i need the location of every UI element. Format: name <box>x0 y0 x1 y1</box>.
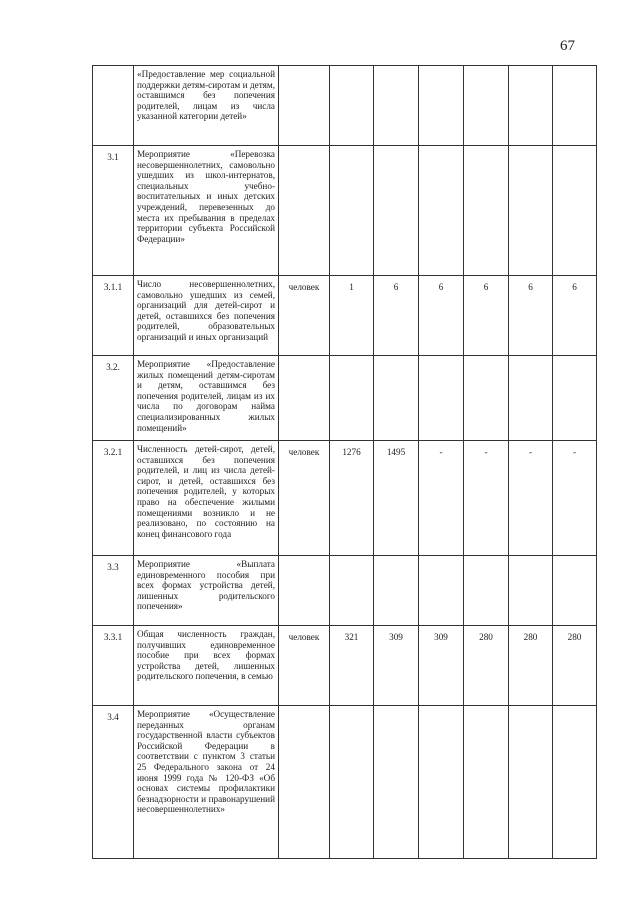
row-value <box>463 65 509 146</box>
row-value <box>552 705 597 859</box>
row-value <box>418 145 464 276</box>
row-description: «Предоставление мер социальной поддержки… <box>133 65 279 146</box>
row-number: 3.3 <box>92 555 134 626</box>
indicators-table: «Предоставление мер социальной поддержки… <box>92 65 597 859</box>
row-value <box>329 145 374 276</box>
row-value <box>463 555 509 626</box>
row-value <box>552 555 597 626</box>
row-value: - <box>463 440 509 556</box>
row-unit <box>278 65 330 146</box>
row-value: 1276 <box>329 440 374 556</box>
row-value <box>373 355 419 441</box>
row-value: 321 <box>329 625 374 706</box>
table-row: 3.2.1 Численность детей-сирот, детей, ост… <box>92 440 597 556</box>
row-value <box>329 555 374 626</box>
row-value <box>418 65 464 146</box>
table-row: 3.1.1 Число несовершеннолетних, самовольн… <box>92 275 597 356</box>
row-description: Число несовершеннолетних, самовольно уше… <box>133 275 279 356</box>
row-value: 309 <box>373 625 419 706</box>
row-value: 6 <box>552 275 597 356</box>
row-unit <box>278 705 330 859</box>
row-number: 3.2.1 <box>92 440 134 556</box>
row-value: 6 <box>373 275 419 356</box>
row-value <box>552 355 597 441</box>
row-value: 280 <box>508 625 553 706</box>
row-value: 1495 <box>373 440 419 556</box>
row-value: 6 <box>463 275 509 356</box>
row-value <box>373 145 419 276</box>
row-value <box>373 555 419 626</box>
row-value <box>329 355 374 441</box>
row-unit: человек <box>278 625 330 706</box>
row-unit <box>278 355 330 441</box>
table-row: «Предоставление мер социальной поддержки… <box>92 65 597 146</box>
row-value: 6 <box>508 275 553 356</box>
row-value <box>508 355 553 441</box>
table-row: 3.3 Мероприятие «Выплата единовременного … <box>92 555 597 626</box>
row-value <box>373 65 419 146</box>
row-description: Численность детей-сирот, детей, оставших… <box>133 440 279 556</box>
row-description: Мероприятие «Выплата единовременного пос… <box>133 555 279 626</box>
row-value: 309 <box>418 625 464 706</box>
row-value <box>463 355 509 441</box>
row-value <box>463 145 509 276</box>
row-value: 1 <box>329 275 374 356</box>
row-unit <box>278 145 330 276</box>
row-value <box>418 555 464 626</box>
row-value: 280 <box>552 625 597 706</box>
row-number: 3.3.1 <box>92 625 134 706</box>
row-value: - <box>552 440 597 556</box>
row-value <box>329 65 374 146</box>
row-value <box>508 145 553 276</box>
row-unit: человек <box>278 440 330 556</box>
row-value <box>508 555 553 626</box>
row-value <box>508 705 553 859</box>
row-value: - <box>418 440 464 556</box>
row-number: 3.4 <box>92 705 134 859</box>
table-row: 3.2. Мероприятие «Предоставление жилых по… <box>92 355 597 441</box>
row-value <box>418 355 464 441</box>
row-description: Мероприятие «Перевозка несовершеннолетни… <box>133 145 279 276</box>
table-row: 3.3.1 Общая численность граждан, получивш… <box>92 625 597 706</box>
row-unit <box>278 555 330 626</box>
row-value <box>373 705 419 859</box>
row-number: 3.1 <box>92 145 134 276</box>
row-value <box>329 705 374 859</box>
row-value: - <box>508 440 553 556</box>
row-unit: человек <box>278 275 330 356</box>
row-value <box>508 65 553 146</box>
row-description: Мероприятие «Предоставление жилых помеще… <box>133 355 279 441</box>
row-value: 280 <box>463 625 509 706</box>
table-row: 3.1 Мероприятие «Перевозка несовершенноле… <box>92 145 597 276</box>
row-number: 3.1.1 <box>92 275 134 356</box>
row-description: Мероприятие «Осуществление переданных ор… <box>133 705 279 859</box>
row-value: 6 <box>418 275 464 356</box>
row-value <box>552 65 597 146</box>
page-number: 67 <box>560 38 575 54</box>
row-number <box>92 65 134 146</box>
row-description: Общая численность граждан, получивших ед… <box>133 625 279 706</box>
row-value <box>418 705 464 859</box>
table-row: 3.4 Мероприятие «Осуществление переданных… <box>92 705 597 859</box>
row-number: 3.2. <box>92 355 134 441</box>
row-value <box>552 145 597 276</box>
row-value <box>463 705 509 859</box>
